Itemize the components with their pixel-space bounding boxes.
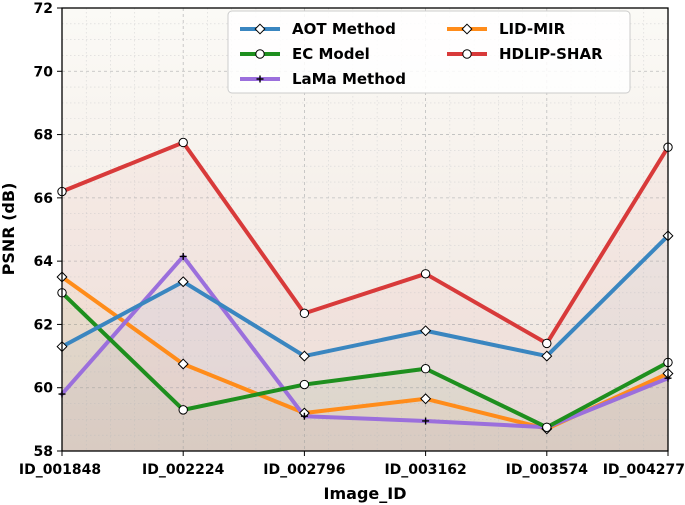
data-point-ec-model	[420, 364, 431, 374]
y-tick-label: 58	[34, 444, 53, 460]
data-point-lama-method	[422, 417, 430, 425]
legend-entry-aot-method: AOT Method	[240, 20, 396, 38]
series-markers	[56, 137, 674, 435]
data-point-lama-method	[179, 252, 187, 260]
legend-marker	[462, 49, 472, 59]
y-tick-label: 68	[34, 128, 53, 144]
data-point-hdlip-shar	[420, 269, 431, 279]
legend-entry-ec-model: EC Model	[240, 45, 370, 63]
series-line-lama-method	[60, 254, 670, 430]
series-fill-aot-method	[62, 235, 668, 451]
series-line-ec-model	[60, 290, 670, 430]
legend-box	[227, 10, 631, 94]
y-tick-label: 64	[34, 254, 54, 270]
data-point-lama-method	[300, 412, 308, 420]
legend-label: LID-MIR	[499, 20, 566, 38]
y-tick-label: 72	[34, 1, 53, 17]
data-point-lid-mir	[177, 358, 189, 370]
legend-marker	[256, 75, 264, 83]
plot-frame	[61, 7, 669, 452]
data-point-ec-model	[178, 405, 188, 415]
legend-entry-lid-mir: LID-MIR	[447, 20, 566, 38]
series-line-hdlip-shar	[60, 140, 670, 346]
y-tick-label: 60	[34, 381, 54, 397]
series-fill-lid-mir	[62, 276, 668, 451]
legend-entry-lama-method: LaMa Method	[240, 70, 406, 88]
data-point-ec-model	[542, 422, 552, 432]
x-axis-label: Image_ID	[324, 484, 407, 503]
y-tick-label: 70	[34, 64, 54, 80]
data-point-ec-model	[299, 379, 310, 390]
legend-label: AOT Method	[292, 20, 396, 38]
data-point-aot-method	[420, 325, 432, 337]
y-tick-label: 62	[34, 317, 53, 333]
legend: AOT Method LID-MIR EC Model HDLIP-SHAR LaMa …	[227, 10, 631, 94]
data-point-lid-mir	[420, 393, 432, 405]
legend-label: HDLIP-SHAR	[499, 45, 603, 63]
x-tick-labels: ID_001848 ID_002224 ID_002796 ID_003162 ID_0…	[19, 451, 685, 478]
legend-marker	[461, 23, 473, 35]
data-point-aot-method	[298, 350, 310, 362]
legend-label: EC Model	[292, 45, 370, 63]
series-fill-hdlip-shar	[62, 142, 668, 451]
series-fill-ec-model	[62, 292, 668, 451]
series-line-aot-method	[60, 233, 670, 359]
x-tick-label: ID_003574	[506, 462, 589, 478]
legend-entry-hdlip-shar: HDLIP-SHAR	[447, 45, 603, 63]
x-tick-label: ID_002224	[142, 462, 225, 478]
data-point-hdlip-shar	[178, 137, 188, 148]
data-point-hdlip-shar	[542, 338, 552, 349]
x-tick-label: ID_004277	[603, 462, 685, 478]
series-lines	[60, 140, 670, 431]
legend-marker	[254, 23, 266, 35]
x-tick-label: ID_003162	[384, 462, 466, 478]
data-point-aot-method	[541, 350, 553, 362]
y-tick-labels: 58 60 62 64 66 68 70 72	[34, 1, 62, 460]
data-point-aot-method	[177, 276, 189, 288]
y-axis-label: PSNR (dB)	[0, 183, 18, 276]
legend-label: LaMa Method	[292, 70, 406, 88]
x-tick-label: ID_002796	[263, 462, 345, 478]
x-tick-label: ID_001848	[19, 462, 101, 478]
legend-marker	[255, 49, 265, 59]
y-tick-label: 66	[34, 191, 53, 207]
data-point-hdlip-shar	[299, 308, 310, 319]
